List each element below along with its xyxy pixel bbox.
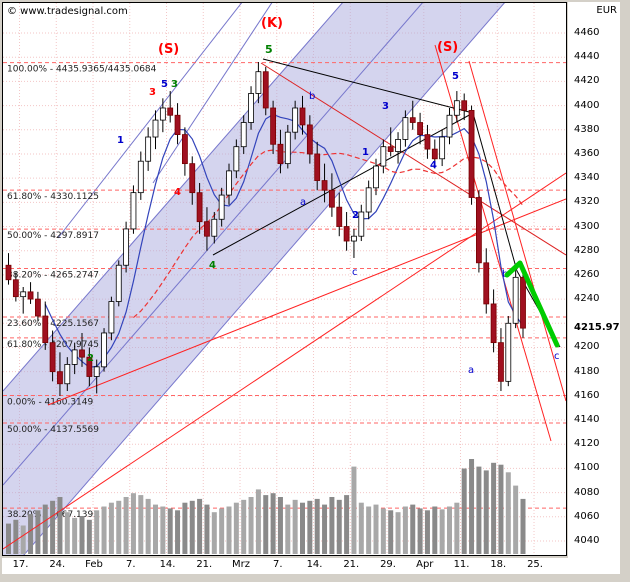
chart-canvas: 100.00% - 4435.9365/4435.0684 61.80% - 43… — [3, 3, 566, 555]
wave-label: (K) — [261, 16, 283, 31]
x-tick-label: Mrz — [232, 559, 251, 570]
fib-level-label: 50.00% - 4137.5569 — [7, 425, 99, 435]
x-tick-label: 29. — [380, 559, 396, 570]
y-tick-label: 4060 — [574, 510, 600, 522]
x-tick-label: 14. — [306, 559, 323, 570]
wave-label: (S) — [158, 42, 179, 57]
wave-label: a — [300, 197, 306, 208]
y-tick-label: 4100 — [574, 462, 600, 474]
y-tick-label: 4340 — [574, 172, 600, 184]
y-tick-label: 4040 — [574, 535, 600, 546]
y-tick-label: 4080 — [574, 486, 600, 498]
y-tick-label: 4180 — [574, 365, 600, 377]
x-tick-label: 11. — [453, 559, 470, 570]
wave-label: 5 — [161, 79, 168, 90]
currency-label: EUR — [596, 5, 617, 16]
wave-label: a — [468, 365, 474, 376]
wave-label: (S) — [437, 40, 458, 55]
wave-label: 2 — [352, 210, 359, 221]
y-tick-label: 4160 — [574, 389, 600, 401]
wave-label: 5 — [265, 43, 273, 56]
y-tick-label: 4120 — [574, 438, 600, 450]
y-tick-label: 4240 — [574, 293, 600, 305]
wave-label: 4 — [430, 160, 437, 171]
fib-level-label: 61.80% - 4330.1125 — [7, 192, 99, 202]
x-tick-label: 21. — [196, 559, 213, 570]
x-tick-label: 7. — [272, 559, 283, 570]
wave-label: 5 — [452, 71, 459, 82]
x-tick-label: Feb — [85, 559, 103, 570]
x-tick-label: 14. — [159, 559, 176, 570]
last-price-marker: 4215.97 — [574, 322, 620, 334]
wave-label: c — [554, 351, 560, 362]
y-tick-label: 4440 — [574, 51, 600, 63]
y-tick-label: 4420 — [574, 75, 600, 87]
wave-label: 3 — [171, 79, 178, 90]
wave-label: b — [309, 91, 315, 102]
wave-label: 2 — [87, 353, 94, 364]
wave-label: 3 — [149, 87, 156, 98]
y-tick-label: 4140 — [574, 414, 600, 426]
price-chart-area[interactable]: 100.00% - 4435.9365/4435.0684 61.80% - 43… — [2, 2, 567, 556]
y-tick-label: 4400 — [574, 99, 600, 111]
y-tick-label: 4300 — [574, 220, 600, 232]
y-tick-label: 4260 — [574, 268, 600, 280]
y-axis: EUR 4215.97 4460 4440 4420 4400 4380 4360 4340… — [568, 2, 620, 574]
x-tick-label: 17. — [12, 559, 29, 570]
y-tick-label: 4280 — [574, 244, 600, 256]
y-tick-label: 4360 — [574, 147, 600, 159]
fib-level-label: 0.00% - 4160.3149 — [7, 397, 94, 407]
x-tick-label: 25. — [527, 559, 543, 570]
fib-level-label: 50.00% - 4297.8917 — [7, 231, 99, 241]
wave-label: 3 — [382, 101, 389, 112]
fib-level-label: 23.60% - 4225.1567 — [7, 319, 99, 329]
fib-level-label: 100.00% - 4435.9365/4435.0684 — [7, 65, 157, 75]
fib-level-label: 38.20% - 4265.2747 — [7, 271, 99, 281]
x-tick-label: 7. — [125, 559, 136, 570]
x-tick-label: Apr — [416, 559, 434, 570]
wave-label: c — [352, 267, 358, 278]
y-tick-label: 4460 — [574, 27, 600, 38]
x-axis: 17. 24. Feb 7. 14. 21. Mrz 7. 14. 21. 29. Apr 11. 18.… — [2, 558, 568, 574]
watermark: © www.tradesignal.com — [7, 6, 128, 17]
wave-label: 4 — [174, 187, 181, 198]
wave-label: 1 — [362, 147, 369, 158]
x-tick-label: 24. — [49, 559, 66, 570]
x-tick-label: 21. — [343, 559, 360, 570]
y-tick-label: 4200 — [574, 341, 600, 353]
wave-label: 4 — [209, 260, 216, 271]
y-tick-label: 4380 — [574, 123, 600, 135]
y-tick-label: 4320 — [574, 196, 600, 208]
x-tick-label: 18. — [490, 559, 507, 570]
wave-label: 1 — [117, 135, 124, 146]
